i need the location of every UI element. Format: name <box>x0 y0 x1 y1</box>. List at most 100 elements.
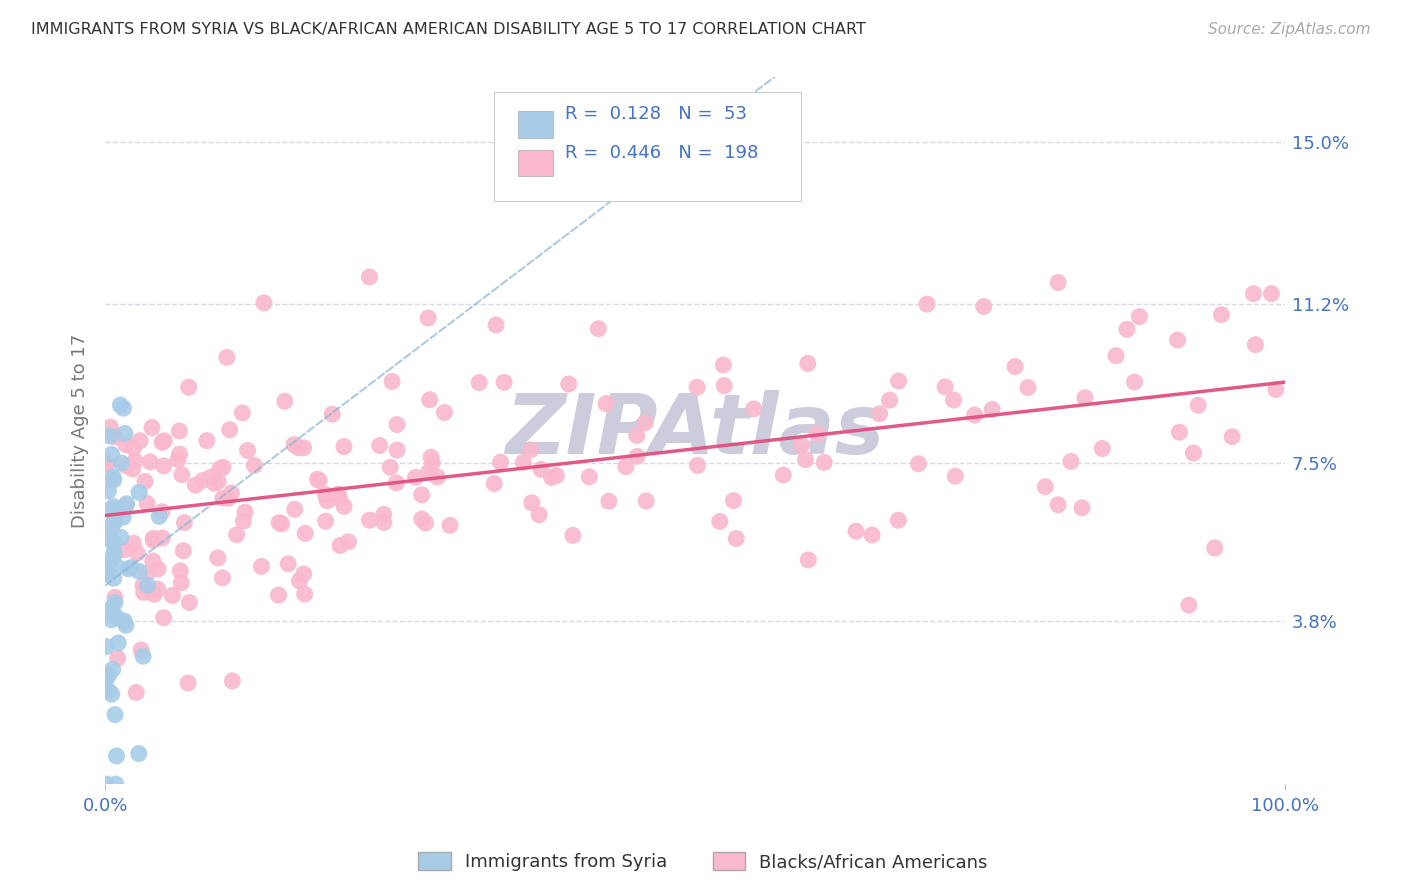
FancyBboxPatch shape <box>517 150 554 177</box>
Point <box>558 376 581 391</box>
Point <box>915 297 938 311</box>
Point <box>96 640 118 654</box>
Point <box>142 531 165 545</box>
Point <box>150 435 173 450</box>
Text: R =  0.128   N =  53: R = 0.128 N = 53 <box>565 105 747 123</box>
Point <box>236 443 259 458</box>
Point <box>169 424 191 438</box>
Point <box>100 447 122 461</box>
Point <box>212 460 235 475</box>
Point <box>170 575 193 590</box>
Point <box>115 458 138 473</box>
Point <box>1074 391 1097 405</box>
Point <box>1017 380 1039 394</box>
Point <box>134 475 156 489</box>
Point <box>294 526 316 541</box>
Point <box>148 509 170 524</box>
Point <box>105 558 128 573</box>
Point <box>426 470 449 484</box>
Point <box>337 534 360 549</box>
Point <box>416 310 439 325</box>
Y-axis label: Disability Age 5 to 17: Disability Age 5 to 17 <box>72 334 89 528</box>
Point <box>1033 480 1056 494</box>
FancyBboxPatch shape <box>495 92 801 201</box>
Point <box>287 441 309 455</box>
Point <box>1260 286 1282 301</box>
Point <box>112 401 135 416</box>
Text: R =  0.446   N =  198: R = 0.446 N = 198 <box>565 144 759 162</box>
Point <box>790 438 813 452</box>
Point <box>243 458 266 473</box>
Point <box>98 429 121 443</box>
Point <box>887 374 910 388</box>
Point <box>494 376 516 390</box>
FancyBboxPatch shape <box>517 111 554 137</box>
Point <box>415 516 437 530</box>
Point <box>711 358 734 372</box>
Point <box>1168 425 1191 440</box>
Point <box>253 296 276 310</box>
Point <box>385 417 408 432</box>
Point <box>561 528 583 542</box>
Point <box>103 571 125 585</box>
Point <box>170 467 193 482</box>
Point <box>1071 500 1094 515</box>
Point <box>107 636 129 650</box>
Point <box>122 536 145 550</box>
Point <box>595 396 617 410</box>
Point <box>136 496 159 510</box>
Point <box>128 565 150 579</box>
Point <box>232 514 254 528</box>
Point <box>411 512 433 526</box>
Point <box>101 536 124 550</box>
Point <box>1047 276 1070 290</box>
Point <box>869 407 891 421</box>
Point <box>359 269 381 284</box>
Point <box>981 402 1004 417</box>
Point <box>129 434 152 448</box>
Point <box>813 455 835 469</box>
Point <box>1091 442 1114 456</box>
Point <box>1060 454 1083 468</box>
Point <box>129 643 152 657</box>
Point <box>845 524 868 539</box>
Point <box>368 438 391 452</box>
Point <box>150 531 173 545</box>
Point <box>97 567 120 582</box>
Point <box>142 533 165 548</box>
Point <box>292 441 315 455</box>
Point <box>723 493 745 508</box>
Point <box>1128 310 1150 324</box>
Point <box>96 777 118 791</box>
Point <box>333 500 356 514</box>
Point <box>626 450 648 464</box>
Point <box>742 402 765 417</box>
Point <box>98 554 121 568</box>
Point <box>177 380 200 394</box>
Point <box>104 515 127 529</box>
Point <box>520 496 543 510</box>
Point <box>316 494 339 508</box>
Point <box>546 468 568 483</box>
Point <box>860 528 883 542</box>
Point <box>794 452 817 467</box>
Point <box>136 578 159 592</box>
Point <box>104 707 127 722</box>
Point <box>112 614 135 628</box>
Point <box>98 420 121 434</box>
Point <box>373 516 395 530</box>
Point <box>221 673 243 688</box>
Point <box>114 500 136 514</box>
Point <box>333 440 356 454</box>
Point <box>219 486 242 500</box>
Point <box>512 455 534 469</box>
Point <box>420 456 443 470</box>
Point <box>1204 541 1226 555</box>
Point <box>101 601 124 615</box>
Point <box>1167 333 1189 347</box>
Point <box>1211 308 1233 322</box>
Point <box>385 475 408 490</box>
Point <box>1220 430 1243 444</box>
Point <box>520 442 543 457</box>
Point <box>112 510 135 524</box>
